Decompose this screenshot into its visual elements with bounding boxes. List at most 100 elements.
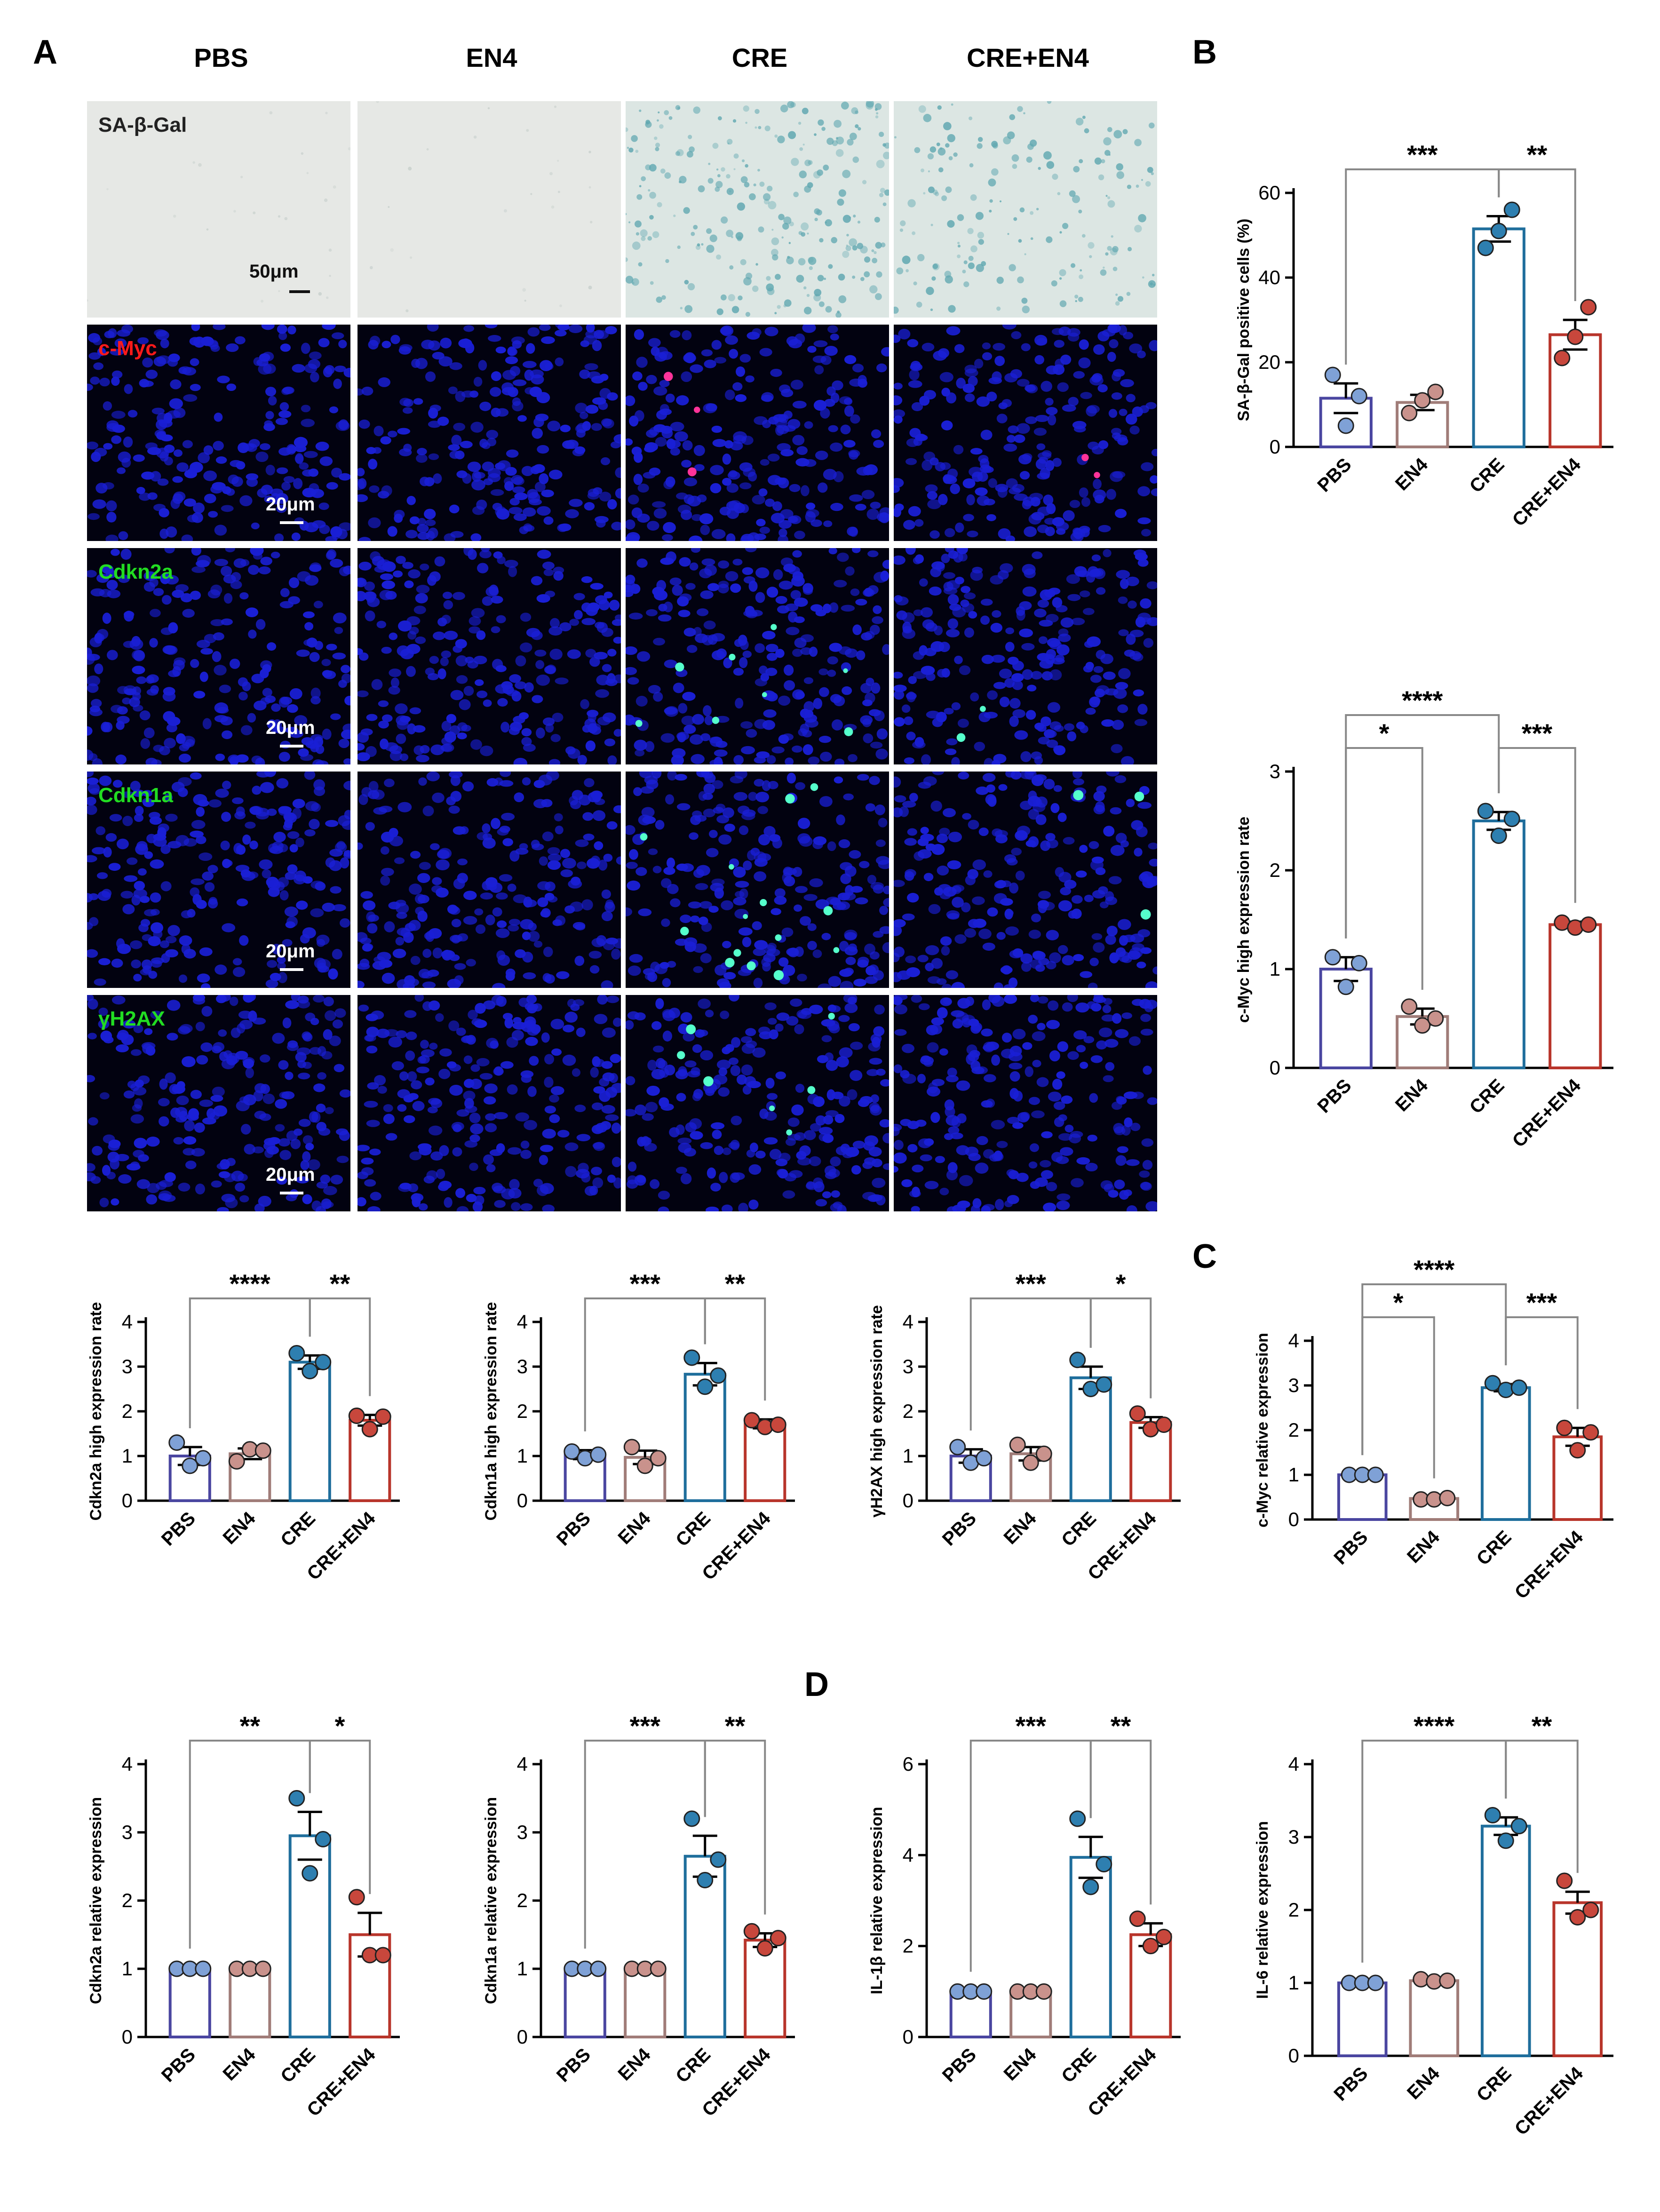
significance-label: ***	[630, 1711, 661, 1741]
chart-il-6-relative-expression: 0 1 2 3 4 IL-6 relative expression PBS EN4 CRE CR…	[1223, 1712, 1628, 2164]
y-axis-label: IL-1β relative expression	[868, 1807, 886, 1995]
micrograph-cmyc-cre-en4	[894, 325, 1157, 541]
y-tick-label: 3	[1270, 760, 1280, 782]
scale-bar-label: 20μm	[266, 494, 315, 515]
stain-label: Cdkn1a	[98, 784, 173, 807]
y-tick-label: 4	[517, 1753, 528, 1775]
significance-label: **	[1111, 1711, 1131, 1741]
x-tick-label: PBS	[1330, 2063, 1372, 2105]
data-point	[1368, 1467, 1383, 1482]
x-tick-label: EN4	[1403, 2063, 1444, 2104]
significance-label: ***	[1407, 140, 1438, 169]
y-tick-label: 0	[122, 2026, 133, 2048]
significance-label: **	[239, 1711, 260, 1741]
significance-label: ****	[1402, 685, 1443, 715]
panel-letter-b: B	[1192, 33, 1217, 72]
x-tick-label: PBS	[938, 2044, 980, 2086]
data-point	[1511, 1819, 1526, 1834]
y-tick-label: 40	[1258, 266, 1280, 288]
chart-cdkn2a-relative-expression: 0 1 2 3 4 Cdkn2a relative expression PBS EN4 CRE…	[56, 1712, 414, 2145]
chart-gh2ax-high-expression-rate: 0 1 2 3 4 γH2AX high expression rate PBS EN4 CRE…	[837, 1270, 1195, 1609]
data-point	[1440, 1973, 1455, 1988]
y-tick-label: 4	[903, 1844, 913, 1866]
data-point	[1581, 917, 1596, 932]
data-point	[1070, 1811, 1085, 1826]
micrograph-cdkn2a-cre-en4	[894, 548, 1157, 764]
data-point	[1096, 1377, 1112, 1392]
data-point	[1478, 804, 1493, 819]
data-point	[1023, 1455, 1038, 1470]
y-tick-label: 3	[517, 1355, 528, 1377]
bar-cre	[1474, 821, 1524, 1068]
data-point	[1351, 955, 1366, 971]
data-point	[1338, 418, 1353, 433]
bar-pbs	[1339, 1983, 1386, 2056]
data-point	[1143, 1939, 1158, 1954]
y-tick-label: 4	[517, 1311, 528, 1333]
y-tick-label: 3	[517, 1821, 528, 1843]
data-point	[698, 1873, 713, 1888]
y-tick-label: 2	[903, 1400, 913, 1422]
significance-label: ****	[1414, 1255, 1454, 1284]
y-axis-label: Cdkn1a relative expression	[482, 1797, 500, 2004]
x-tick-label: CRE+EN4	[1509, 454, 1585, 531]
data-point	[349, 1408, 364, 1424]
x-tick-label: CRE	[1466, 454, 1509, 497]
y-tick-label: 0	[903, 1489, 913, 1512]
bar-cre	[290, 1362, 330, 1501]
data-point	[1568, 329, 1583, 344]
significance-label: *	[335, 1711, 345, 1741]
y-tick-label: 2	[1288, 1419, 1299, 1441]
x-tick-label: CRE	[277, 2044, 319, 2087]
data-point	[684, 1350, 699, 1365]
scale-bar-label: 50μm	[249, 261, 299, 282]
data-point	[1156, 1929, 1171, 1944]
chart-svg: 01234Cdkn2a relative expressionPBS EN4 CRE…	[56, 1712, 414, 2145]
x-tick-label: PBS	[158, 1508, 199, 1550]
bar-en4	[625, 1969, 665, 2037]
significance-label: ****	[230, 1269, 270, 1298]
bracket-line	[1362, 1317, 1434, 1479]
scale-bar	[280, 968, 303, 971]
y-tick-label: 0	[1270, 1057, 1280, 1079]
y-tick-label: 1	[517, 1957, 528, 1980]
data-point	[757, 1941, 772, 1956]
y-tick-label: 3	[1288, 1826, 1299, 1848]
x-tick-label: CRE	[1473, 1527, 1516, 1569]
data-point	[1036, 1984, 1051, 1999]
bar-pbs	[565, 1969, 605, 2037]
bracket-line	[1346, 748, 1422, 990]
data-point	[977, 1984, 992, 1999]
y-tick-label: 3	[122, 1355, 133, 1377]
micrograph-h2ax-cre	[626, 995, 889, 1211]
y-tick-label: 1	[122, 1957, 133, 1980]
data-point	[1325, 950, 1340, 965]
data-point	[1581, 300, 1596, 315]
chart-cdkn1a-relative-expression: 0 1 2 3 4 Cdkn1a relative expression PBS EN4 CRE…	[452, 1712, 809, 2145]
x-tick-label: EN4	[614, 1508, 655, 1549]
micrograph-cdkn2a-en4	[357, 548, 621, 764]
significance-label: ***	[630, 1269, 661, 1298]
y-axis-label: Cdkn1a high expression rate	[482, 1302, 500, 1521]
data-point	[349, 1890, 364, 1905]
x-tick-label: PBS	[1330, 1527, 1372, 1568]
y-tick-label: 4	[1288, 1329, 1299, 1352]
y-tick-label: 2	[517, 1889, 528, 1911]
scale-bar-label: 20μm	[266, 941, 315, 962]
data-point	[255, 1443, 270, 1458]
data-point	[1485, 1808, 1500, 1823]
y-axis-label: Cdkn2a high expression rate	[87, 1302, 105, 1521]
stain-label: c-Myc	[98, 337, 157, 360]
chart-svg: 01234Cdkn1a relative expressionPBS EN4 CRE…	[452, 1712, 809, 2145]
data-point	[169, 1435, 184, 1450]
data-point	[1083, 1879, 1098, 1894]
y-tick-label: 4	[122, 1753, 133, 1775]
data-point	[196, 1451, 211, 1466]
x-tick-label: CRE	[672, 2044, 715, 2087]
data-point	[591, 1447, 606, 1462]
significance-label: ***	[1016, 1269, 1047, 1298]
chart-cdkn1a-high-expression-rate: 0 1 2 3 4 Cdkn1a high expression rate PBS EN4 CR…	[452, 1270, 809, 1609]
y-axis-label: IL-6 relative expression	[1254, 1821, 1271, 1999]
y-tick-label: 0	[517, 2026, 528, 2048]
y-tick-label: 0	[1270, 436, 1280, 458]
